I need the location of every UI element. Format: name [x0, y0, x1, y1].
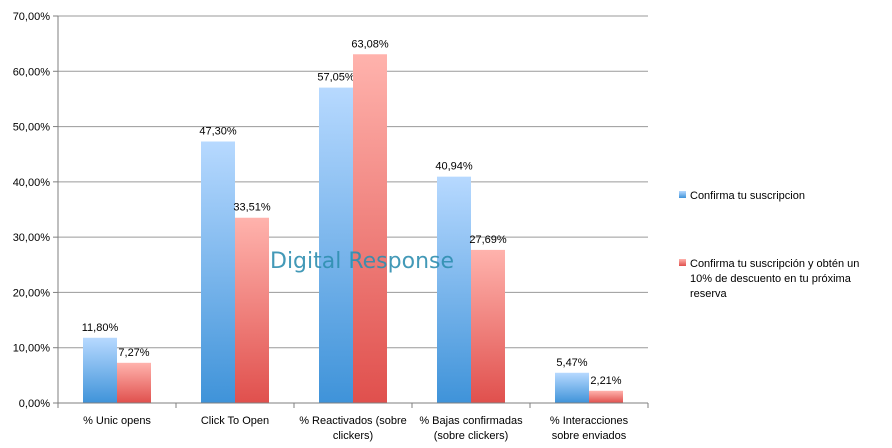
- y-tick-label: 50,00%: [13, 122, 51, 134]
- bar: [201, 141, 235, 403]
- y-tick-label: 30,00%: [13, 232, 51, 244]
- data-label: 27,69%: [469, 234, 507, 246]
- y-tick-label: 60,00%: [13, 66, 51, 78]
- legend-swatch: [679, 191, 686, 198]
- x-tick-label: Click To Open: [201, 415, 269, 427]
- data-label: 47,30%: [199, 125, 237, 137]
- y-tick-label: 10,00%: [13, 343, 51, 355]
- bar: [117, 362, 151, 403]
- bar: [353, 54, 387, 403]
- bar: [235, 217, 269, 403]
- data-label: 63,08%: [351, 38, 389, 50]
- data-label: 5,47%: [556, 357, 587, 369]
- bar: [471, 249, 505, 403]
- y-tick-label: 20,00%: [13, 287, 51, 299]
- bar: [589, 390, 623, 403]
- y-axis: 0,00% 10,00% 20,00% 30,00% 40,00% 50,00% 60,00…: [13, 11, 59, 410]
- data-label: 2,21%: [590, 375, 621, 387]
- data-label: 7,27%: [118, 347, 149, 359]
- bar: [437, 176, 471, 403]
- x-axis: % Unic opens Click To Open % Reactivados (…: [57, 402, 649, 442]
- legend-label: reserva: [690, 288, 728, 300]
- bar: [319, 87, 353, 403]
- legend-label: Confirma tu suscripción y obtén un: [690, 258, 859, 270]
- x-tick-label: sobre enviados: [552, 430, 627, 442]
- legend: Confirma tu suscripcion Confirma tu suscr…: [679, 190, 859, 300]
- legend-swatch: [679, 259, 686, 266]
- bars: 11,80% 7,27% 47,30% 33,51% 57,05% 63,08% 40,94…: [82, 38, 623, 403]
- bar: [555, 372, 589, 403]
- data-label: 57,05%: [317, 72, 355, 84]
- bar: [83, 337, 117, 403]
- data-label: 33,51%: [233, 202, 271, 214]
- x-tick-label: % Reactivados (sobre: [299, 415, 407, 427]
- data-label: 40,94%: [435, 161, 473, 173]
- legend-label: 10% de descuento en tu próxima: [690, 273, 852, 285]
- x-tick-label: (sobre clickers): [434, 430, 509, 442]
- x-tick-label: % Unic opens: [83, 415, 151, 427]
- x-tick-label: % Bajas confirmadas: [419, 415, 523, 427]
- data-label: 11,80%: [82, 322, 119, 334]
- x-tick-label: clickers): [333, 430, 373, 442]
- legend-label: Confirma tu suscripcion: [690, 190, 805, 202]
- watermark-text: Digital Response: [270, 249, 454, 274]
- x-tick-label: % Interacciones: [550, 415, 629, 427]
- y-tick-label: 0,00%: [19, 398, 50, 410]
- y-tick-label: 70,00%: [13, 11, 51, 23]
- y-tick-label: 40,00%: [13, 177, 51, 189]
